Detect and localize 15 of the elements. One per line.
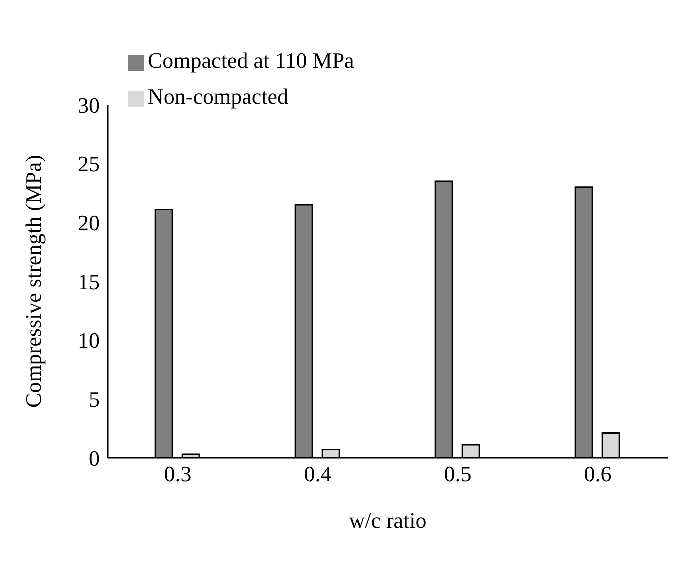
y-tick-label: 10	[78, 328, 100, 354]
y-tick-label: 20	[78, 210, 100, 236]
x-tick-label: 0.5	[444, 462, 472, 487]
y-tick-label: 0	[89, 446, 100, 471]
x-tick-label: 0.3	[164, 462, 192, 487]
y-axis-title: Compressive strength (MPa)	[20, 155, 46, 408]
y-tick-label: 15	[78, 269, 100, 294]
x-tick-label: 0.4	[304, 462, 332, 487]
y-tick-label: 30	[78, 92, 100, 118]
y-tick-label: 25	[78, 152, 100, 177]
legend-label: Non-compacted	[148, 84, 288, 109]
x-tick-label: 0.6	[584, 462, 612, 487]
legend-label: Compacted at 110 MPa	[148, 48, 354, 73]
y-tick-label: 5	[89, 386, 100, 412]
x-axis-title: w/c ratio	[349, 508, 427, 533]
